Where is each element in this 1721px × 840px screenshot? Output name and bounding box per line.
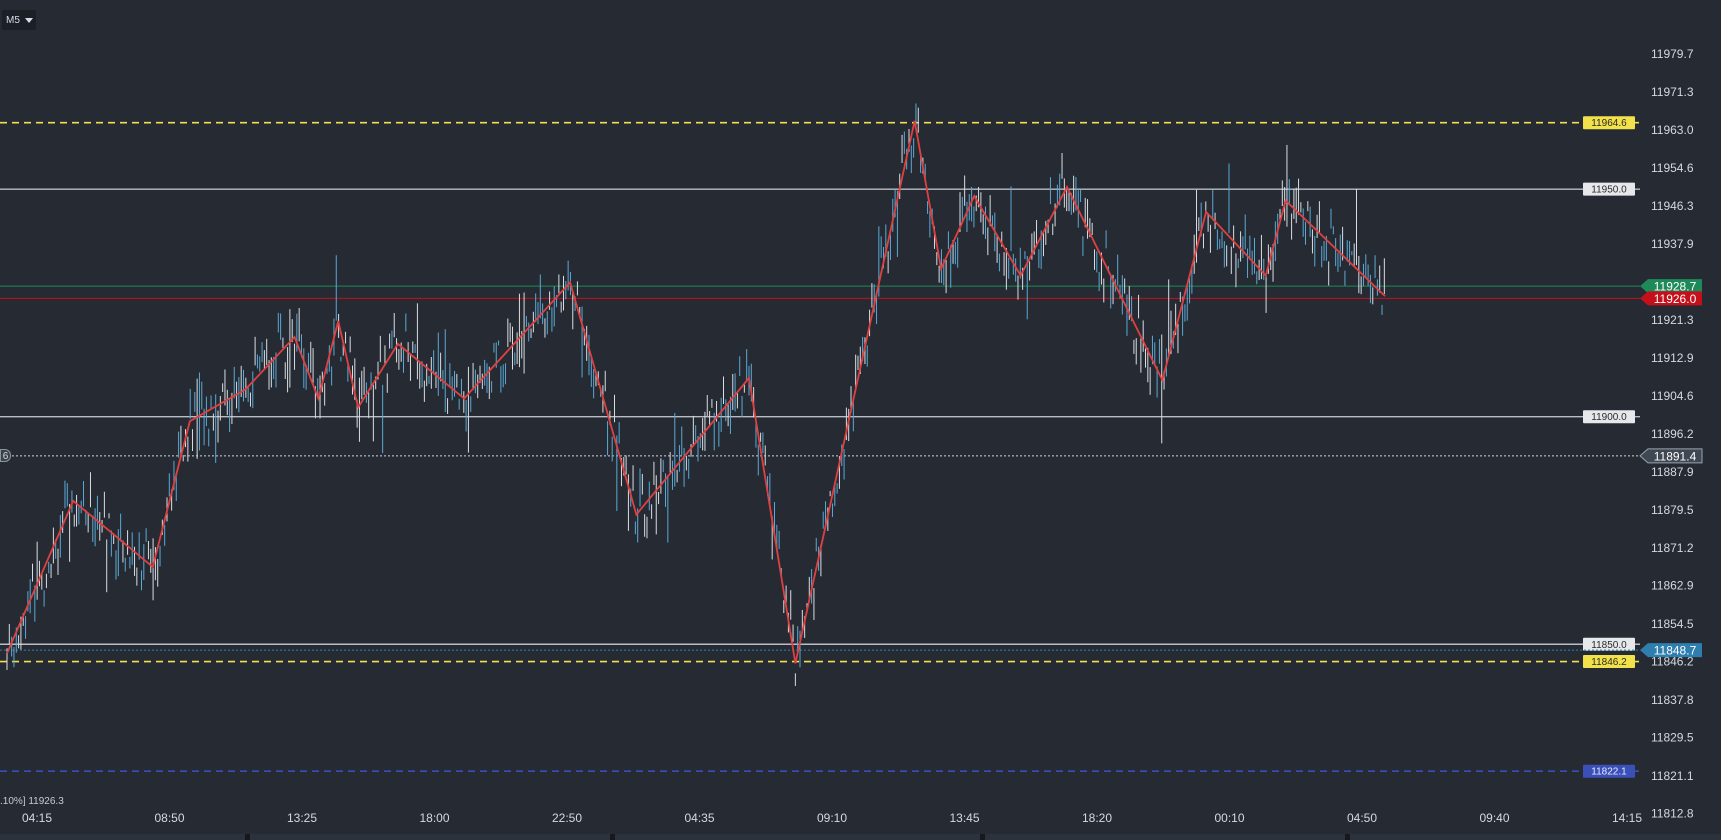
x-axis-tick-label: 13:25	[287, 811, 317, 825]
price-tag-shape	[1639, 448, 1703, 464]
y-axis-tick-label: 11912.9	[1651, 351, 1694, 365]
price-tag-label: 11848.7	[1654, 644, 1697, 658]
crosshair-price-tag: 11891.4	[1639, 448, 1703, 464]
level-label-bg	[1583, 764, 1635, 778]
level-label-bg	[1583, 410, 1635, 424]
y-axis-tick-label: 11829.5	[1651, 731, 1694, 745]
x-axis-tick-label: 22:50	[552, 811, 582, 825]
level-label: 11964.6	[1591, 118, 1627, 129]
x-axis-tick-label: 04:35	[684, 811, 714, 825]
y-axis-tick-label: 11879.5	[1651, 503, 1694, 517]
level-label: 11850.0	[1591, 640, 1627, 651]
level-label: 11822.1	[1591, 767, 1627, 778]
level-label-bg	[1583, 637, 1635, 651]
y-axis-tick-label: 11954.6	[1651, 161, 1694, 175]
scroll-segment[interactable]	[0, 834, 245, 840]
y-axis-tick-label: 11921.3	[1651, 313, 1694, 327]
x-axis-tick-label: 08:50	[154, 811, 184, 825]
x-axis-tick-label: 13:45	[949, 811, 979, 825]
x-axis-tick-label: 14:15	[1612, 811, 1642, 825]
y-axis-tick-label: 11979.7	[1651, 47, 1694, 61]
y-axis-tick-label: 11937.9	[1651, 237, 1694, 251]
scroll-segment[interactable]	[985, 834, 1345, 840]
y-axis-tick-label: 11862.9	[1651, 579, 1694, 593]
x-axis-tick-label: 09:40	[1479, 811, 1509, 825]
chevron-down-icon	[24, 17, 33, 23]
x-axis-tick-label: 00:10	[1214, 811, 1244, 825]
scroll-segment[interactable]	[615, 834, 980, 840]
y-axis-tick-label: 11837.8	[1651, 693, 1694, 707]
status-info-text: .10%] 11926.3	[0, 796, 64, 807]
y-axis-tick-label: 11821.1	[1651, 769, 1694, 783]
level-label: 11950.0	[1591, 185, 1627, 196]
y-axis-tick-label: 11854.5	[1651, 617, 1694, 631]
x-axis-tick-label: 04:50	[1347, 811, 1377, 825]
x-axis-tick-label: 04:15	[22, 811, 52, 825]
y-axis-tick-label: 11812.8	[1651, 807, 1694, 821]
x-axis-tick-label: 18:00	[419, 811, 449, 825]
y-axis-tick-label: 11971.3	[1651, 85, 1694, 99]
level-label-bg	[1583, 116, 1635, 130]
scroll-segment[interactable]	[250, 834, 610, 840]
price-tag-shape	[1640, 279, 1702, 294]
y-axis-tick-label: 11846.2	[1651, 655, 1694, 669]
crosshair-left-tag: 6	[0, 449, 11, 462]
level-label: 11900.0	[1591, 412, 1627, 423]
level-label-bg	[1583, 655, 1635, 669]
y-axis-tick-label: 11871.2	[1651, 541, 1694, 555]
ask-price-tag: 11928.7	[1640, 279, 1702, 294]
level-label: 11846.2	[1591, 657, 1627, 668]
price-tag-label: 11926.0	[1654, 292, 1697, 306]
price-tag-shape	[1640, 643, 1702, 658]
timeframe-label: M5	[6, 14, 20, 26]
level-label-bg	[1583, 182, 1635, 196]
y-axis-tick-label: 11896.2	[1651, 427, 1694, 441]
price-tag-label: 11928.7	[1654, 280, 1697, 294]
scroll-segment[interactable]	[1350, 834, 1721, 840]
y-axis-tick-label: 11946.3	[1651, 199, 1694, 213]
marker-price-tag: 11848.7	[1640, 643, 1702, 658]
y-axis-tick-label: 11904.6	[1651, 389, 1694, 403]
bid-price-tag: 11926.0	[1640, 291, 1702, 306]
y-axis-tick-label: 11963.0	[1651, 123, 1694, 137]
y-axis-tick-label: 11887.9	[1651, 465, 1694, 479]
x-axis-tick-label: 18:20	[1082, 811, 1112, 825]
bottom-scrollbar[interactable]	[0, 834, 1721, 840]
zigzag-indicator-line	[6, 120, 1386, 664]
price-tag-shape	[1640, 291, 1702, 306]
price-tag-label: 11891.4	[1654, 449, 1697, 463]
timeframe-dropdown[interactable]: M5	[2, 10, 36, 30]
x-axis-tick-label: 09:10	[817, 811, 847, 825]
